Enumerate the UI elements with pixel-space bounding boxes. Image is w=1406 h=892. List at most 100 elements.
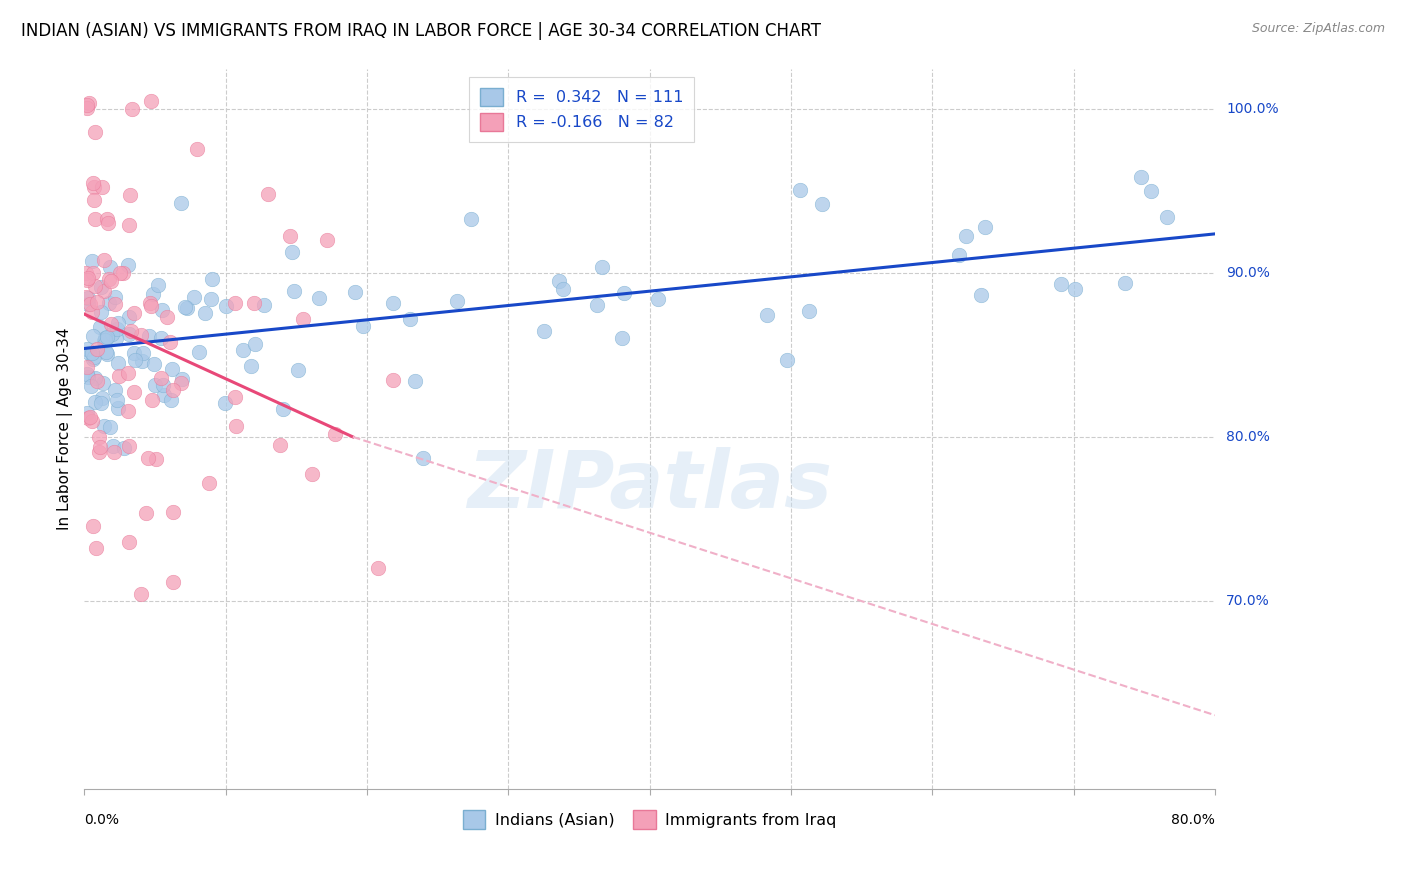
Text: 80.0%: 80.0% — [1226, 430, 1270, 444]
Point — [118, 310, 141, 324]
Legend: Indians (Asian), Immigrants from Iraq: Indians (Asian), Immigrants from Iraq — [456, 804, 844, 835]
Point — [186, 142, 208, 156]
Text: 90.0%: 90.0% — [1226, 266, 1270, 280]
Point — [273, 402, 295, 417]
Point — [148, 277, 170, 292]
Point — [120, 324, 142, 338]
Point — [108, 369, 131, 384]
Point — [83, 125, 105, 139]
Point — [149, 370, 172, 384]
Point — [811, 197, 834, 211]
Point — [323, 426, 346, 441]
Point — [100, 317, 122, 331]
Point — [160, 362, 183, 376]
Point — [79, 346, 101, 360]
Point — [75, 266, 97, 280]
Point — [77, 370, 100, 384]
Point — [610, 331, 633, 345]
Point — [76, 342, 98, 356]
Point — [159, 392, 181, 407]
Point — [172, 372, 194, 386]
Point — [215, 299, 238, 313]
Point — [132, 346, 155, 360]
Point — [111, 266, 134, 280]
Point — [124, 346, 146, 360]
Point — [86, 294, 108, 309]
Point — [1156, 210, 1178, 224]
Point — [152, 378, 174, 392]
Point — [82, 519, 104, 533]
Point — [224, 390, 246, 404]
Point — [586, 298, 609, 312]
Point — [1049, 277, 1071, 291]
Point — [117, 258, 139, 272]
Point — [80, 379, 103, 393]
Point — [281, 245, 304, 260]
Point — [316, 234, 339, 248]
Text: INDIAN (ASIAN) VS IMMIGRANTS FROM IRAQ IN LABOR FORCE | AGE 30-34 CORRELATION CH: INDIAN (ASIAN) VS IMMIGRANTS FROM IRAQ I… — [21, 22, 821, 40]
Point — [76, 97, 98, 112]
Point — [117, 367, 139, 381]
Point — [955, 228, 977, 243]
Text: 80.0%: 80.0% — [1171, 814, 1215, 828]
Point — [76, 273, 98, 287]
Point — [141, 299, 163, 313]
Point — [97, 295, 120, 310]
Point — [107, 401, 129, 415]
Point — [84, 541, 107, 555]
Point — [75, 290, 97, 304]
Point — [170, 376, 193, 390]
Point — [382, 295, 405, 310]
Point — [141, 393, 163, 408]
Point — [243, 296, 266, 310]
Point — [183, 290, 205, 304]
Point — [269, 438, 291, 452]
Point — [103, 445, 125, 459]
Point — [80, 414, 103, 428]
Point — [278, 229, 301, 244]
Point — [104, 383, 127, 397]
Point — [83, 179, 105, 194]
Point — [84, 212, 107, 227]
Point — [253, 298, 276, 312]
Point — [1129, 169, 1152, 184]
Point — [239, 359, 262, 374]
Point — [77, 291, 100, 305]
Point — [94, 345, 117, 359]
Point — [97, 272, 120, 286]
Point — [79, 410, 101, 425]
Point — [118, 188, 141, 202]
Point — [107, 392, 129, 407]
Point — [131, 353, 153, 368]
Point — [87, 430, 110, 444]
Point — [149, 331, 172, 345]
Point — [77, 411, 100, 425]
Point — [112, 441, 135, 455]
Point — [591, 260, 613, 274]
Point — [82, 345, 104, 359]
Point — [96, 212, 118, 227]
Point — [150, 303, 173, 318]
Point — [352, 318, 374, 333]
Point — [173, 300, 195, 314]
Point — [117, 404, 139, 418]
Point — [1114, 276, 1136, 290]
Point — [138, 451, 160, 466]
Point — [91, 391, 114, 405]
Point — [77, 271, 100, 285]
Point — [97, 216, 120, 230]
Point — [162, 383, 184, 397]
Point — [90, 305, 112, 319]
Point — [446, 293, 468, 308]
Point — [156, 310, 179, 325]
Point — [141, 95, 163, 109]
Point — [292, 312, 315, 326]
Point — [105, 322, 128, 336]
Point — [135, 506, 157, 520]
Point — [89, 440, 111, 454]
Point — [76, 367, 98, 381]
Text: 70.0%: 70.0% — [1226, 593, 1270, 607]
Point — [797, 304, 820, 318]
Text: 0.0%: 0.0% — [84, 814, 120, 828]
Point — [974, 220, 997, 235]
